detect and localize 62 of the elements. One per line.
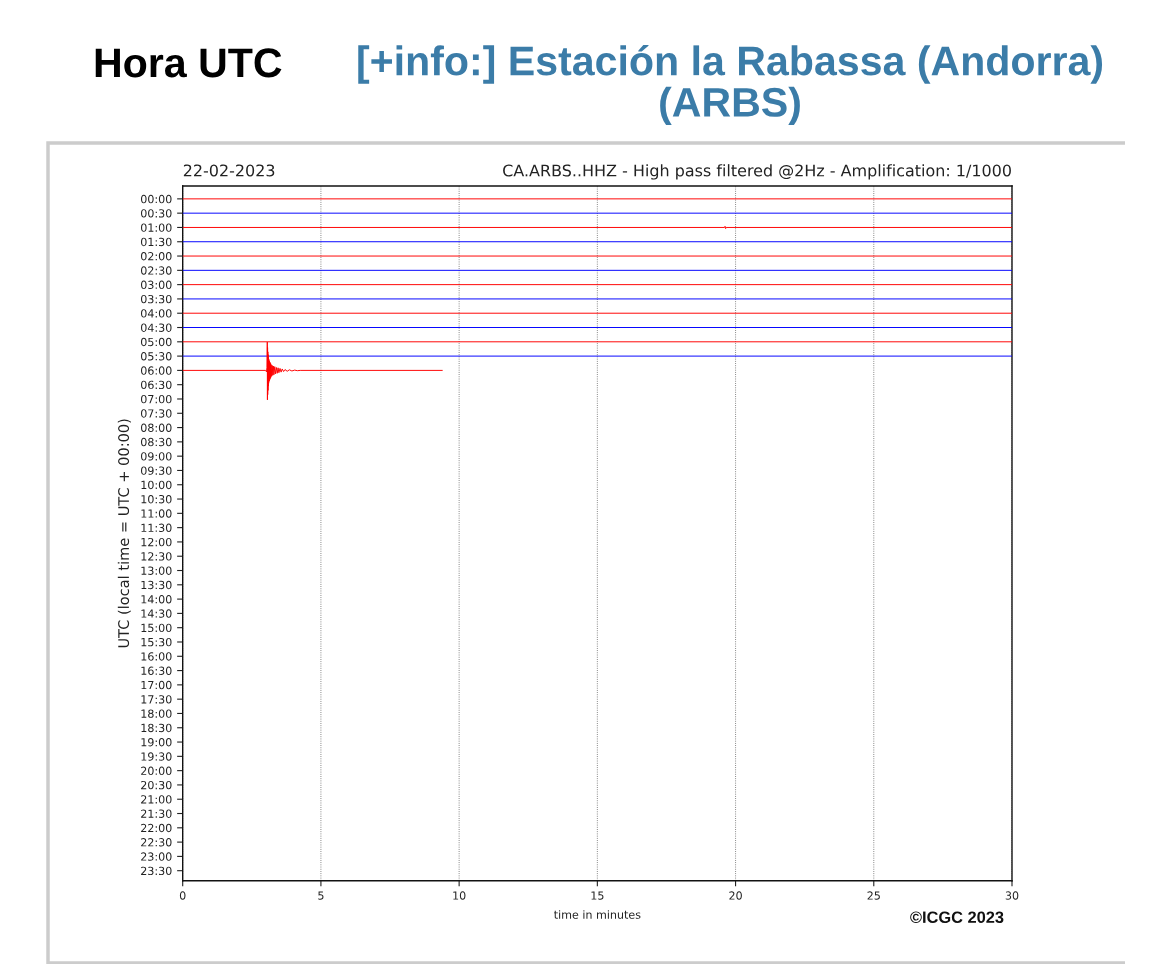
chart-subtitle: [+info:] Estación la Rabassa (Andorra) (ARBS) bbox=[358, 45, 1103, 125]
x-tick-label: 10 bbox=[453, 891, 466, 900]
y-tick-label: 09:00 bbox=[141, 452, 172, 461]
y-tick-label: 01:00 bbox=[141, 223, 172, 232]
y-tick-label: 08:30 bbox=[141, 437, 172, 447]
y-axis-title: UTC (local time = UTC + 00:00) bbox=[117, 419, 131, 648]
chart-title: Hora UTC bbox=[95, 48, 282, 78]
y-tick-label: 16:30 bbox=[141, 666, 172, 675]
y-tick-label: 00:30 bbox=[141, 209, 172, 218]
y-tick-label: 19:00 bbox=[141, 738, 172, 747]
y-tick-label: 12:00 bbox=[141, 537, 172, 547]
y-tick-label: 14:30 bbox=[141, 609, 172, 618]
y-tick-label: 18:00 bbox=[141, 709, 172, 718]
y-tick-label: 04:00 bbox=[141, 309, 172, 318]
y-tick-label: 03:30 bbox=[141, 294, 172, 304]
y-tick-label: 07:00 bbox=[141, 394, 172, 404]
y-tick-label: 23:00 bbox=[141, 852, 172, 861]
y-tick-label: 21:00 bbox=[141, 795, 172, 804]
y-tick-label: 05:00 bbox=[141, 337, 172, 347]
y-tick-label: 06:30 bbox=[141, 380, 172, 390]
y-tick-label: 02:00 bbox=[141, 252, 172, 261]
y-tick-label: 19:30 bbox=[141, 752, 172, 761]
y-tick-label: 23:30 bbox=[141, 866, 172, 876]
y-tick-label: 17:30 bbox=[141, 695, 172, 704]
y-tick-label: 22:30 bbox=[141, 838, 172, 847]
x-tick-label: 5 bbox=[318, 891, 324, 900]
x-tick-label: 30 bbox=[1005, 891, 1019, 900]
y-tick-label: 01:30 bbox=[141, 237, 172, 247]
y-tick-label: 04:30 bbox=[141, 323, 172, 332]
text: CA.ARBS..HHZ - High pass filtered @2Hz - Amplification: 1/1000 bbox=[503, 164, 1011, 180]
y-tick-label: 20:30 bbox=[141, 780, 172, 790]
y-tick-label: 13:30 bbox=[141, 580, 172, 590]
y-tick-label: 10:30 bbox=[141, 495, 172, 504]
y-tick-label: 03:00 bbox=[141, 280, 172, 290]
y-tick-label: 10:00 bbox=[141, 480, 172, 490]
y-tick-label: 11:00 bbox=[141, 509, 172, 518]
y-tick-label: 13:00 bbox=[141, 566, 172, 575]
y-tick-label: 14:00 bbox=[141, 595, 172, 604]
y-tick-label: 21:30 bbox=[141, 809, 172, 818]
y-tick-label: 16:00 bbox=[141, 652, 172, 661]
y-tick-label: 15:00 bbox=[141, 623, 172, 633]
y-tick-label: 09:30 bbox=[141, 466, 172, 475]
y-tick-label: 00:00 bbox=[141, 194, 172, 204]
text: 22-02-2023 bbox=[183, 164, 275, 177]
y-tick-label: 12:30 bbox=[141, 552, 172, 561]
y-tick-label: 06:00 bbox=[141, 366, 172, 375]
x-tick-label: 0 bbox=[179, 891, 186, 900]
y-tick-label: 17:00 bbox=[141, 680, 172, 690]
text: ©ICGC 2023 bbox=[910, 911, 1004, 924]
y-tick-label: 15:30 bbox=[141, 637, 172, 647]
y-tick-label: 07:30 bbox=[141, 409, 172, 418]
x-tick-label: 20 bbox=[729, 891, 742, 900]
y-tick-label: 11:30 bbox=[141, 523, 172, 533]
y-tick-label: 02:30 bbox=[141, 266, 172, 275]
x-axis-title: time in minutes bbox=[554, 910, 641, 919]
x-tick-label: 15 bbox=[591, 891, 604, 900]
y-tick-label: 22:00 bbox=[141, 823, 172, 833]
y-tick-label: 18:30 bbox=[141, 723, 172, 733]
x-tick-label: 25 bbox=[867, 891, 880, 900]
y-tick-label: 20:00 bbox=[141, 766, 172, 776]
y-tick-label: 05:30 bbox=[141, 352, 172, 361]
y-tick-label: 08:00 bbox=[141, 423, 172, 432]
